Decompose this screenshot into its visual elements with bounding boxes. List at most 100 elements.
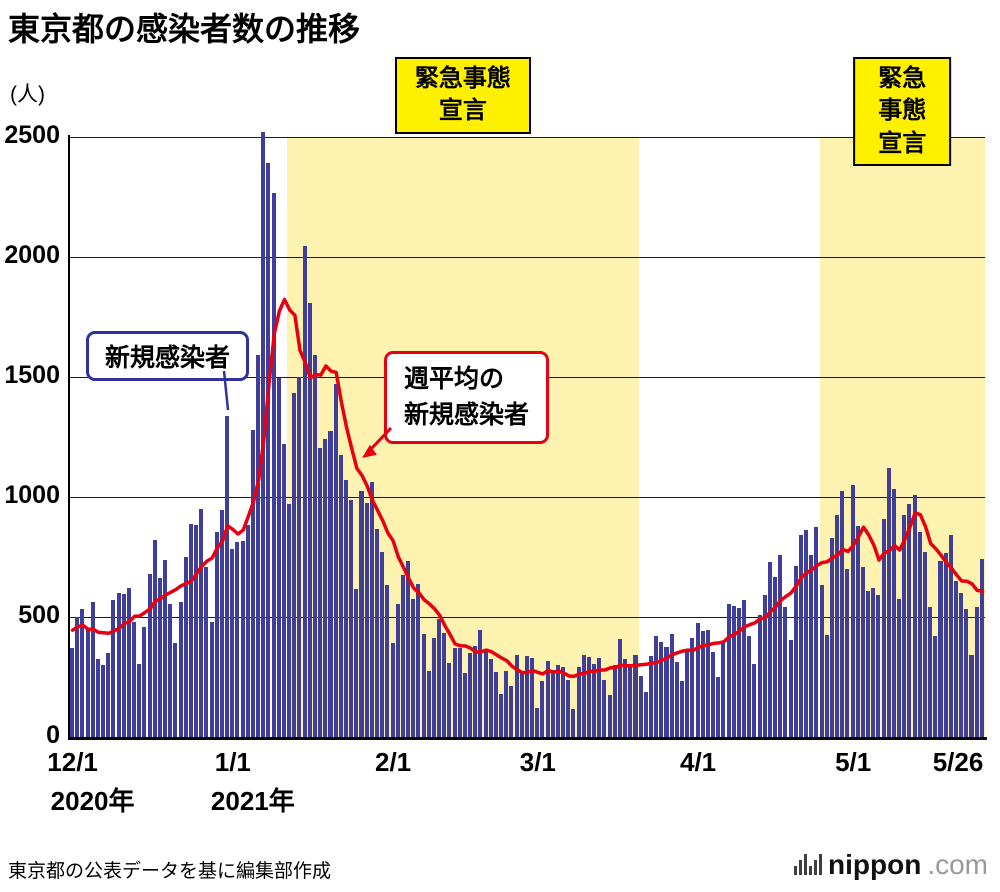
daily-cases-bar <box>566 680 571 737</box>
daily-cases-bar <box>121 594 126 737</box>
x-axis-tick-label: 5/26 <box>932 747 984 777</box>
gridline <box>70 137 985 138</box>
gridline <box>70 617 985 618</box>
daily-cases-bar <box>726 603 731 737</box>
daily-cases-bar <box>152 539 157 737</box>
x-axis-tick-label: 1/1 <box>214 747 251 777</box>
daily-cases-bar <box>778 554 783 737</box>
daily-cases-bar <box>323 439 328 737</box>
daily-cases-bar <box>488 658 493 737</box>
daily-cases-bar <box>592 664 597 737</box>
daily-cases-bar <box>194 524 199 737</box>
daily-cases-bar <box>312 354 317 737</box>
daily-cases-bar <box>416 583 421 737</box>
daily-cases-bar <box>886 467 891 737</box>
daily-cases-bar <box>612 665 617 737</box>
daily-cases-bar <box>235 541 240 737</box>
daily-cases-bar <box>576 667 581 737</box>
daily-cases-bar <box>804 530 809 737</box>
daily-cases-bar <box>757 614 762 737</box>
y-axis-tick-label: 2000 <box>4 241 60 269</box>
plot-area <box>70 132 985 737</box>
daily-cases-bar <box>581 655 586 737</box>
daily-cases-bar <box>814 526 819 737</box>
daily-cases-bar <box>132 621 137 737</box>
daily-cases-bar <box>798 534 803 737</box>
daily-cases-bar <box>514 655 519 737</box>
daily-cases-bar <box>509 685 514 737</box>
x-axis-tick-label: 3/1 <box>519 747 556 777</box>
x-axis-line <box>68 737 987 740</box>
daily-cases-bar <box>809 554 814 737</box>
y-axis-tick-label: 2500 <box>4 121 60 149</box>
daily-cases-bar <box>519 672 524 737</box>
daily-cases-bar <box>101 665 106 737</box>
daily-cases-bar <box>881 519 886 737</box>
daily-cases-bar <box>674 661 679 737</box>
daily-cases-bar <box>354 588 359 737</box>
daily-cases-bar <box>478 630 483 737</box>
daily-cases-bar <box>716 677 721 737</box>
daily-cases-bar <box>845 569 850 737</box>
daily-cases-bar <box>359 490 364 737</box>
daily-cases-bar <box>462 673 467 737</box>
daily-cases-bar <box>711 651 716 737</box>
daily-cases-bar <box>163 560 168 737</box>
daily-cases-bar <box>307 302 312 737</box>
daily-cases-bar <box>835 515 840 737</box>
daily-cases-bar <box>530 658 535 737</box>
daily-cases-bar <box>142 626 147 737</box>
daily-cases-bar <box>431 638 436 737</box>
daily-cases-bar <box>199 509 204 737</box>
daily-cases-bar <box>819 584 824 737</box>
daily-cases-bar <box>933 636 938 737</box>
weekly-average-line <box>70 297 985 679</box>
daily-cases-bar <box>437 619 442 737</box>
daily-cases-bar <box>90 602 95 737</box>
page-title: 東京都の感染者数の推移 <box>8 11 361 47</box>
daily-cases-bar <box>338 455 343 737</box>
daily-cases-bar <box>891 489 896 737</box>
daily-cases-bar <box>773 576 778 737</box>
daily-cases-bar <box>788 639 793 737</box>
daily-cases-bar <box>555 664 560 737</box>
annotation-daily-cases: 新規感染者 <box>86 331 250 381</box>
nippon-logo: nippon .com <box>794 849 988 881</box>
source-note: 東京都の公表データを基に編集部作成 <box>8 861 332 882</box>
daily-cases-bar <box>855 526 860 737</box>
daily-cases-bar <box>633 654 638 737</box>
daily-cases-bar <box>876 595 881 737</box>
daily-cases-bar <box>411 598 416 737</box>
daily-cases-bar <box>318 448 323 737</box>
x-axis-year-label: 2020年 <box>50 786 135 816</box>
daily-cases-bar <box>659 642 664 737</box>
daily-cases-bar <box>297 376 302 737</box>
daily-cases-bar <box>111 599 116 737</box>
daily-cases-bar <box>499 694 504 737</box>
daily-cases-bar <box>281 444 286 737</box>
daily-cases-bar <box>452 648 457 737</box>
y-axis-unit-label: (人) <box>10 83 45 106</box>
gridline <box>70 257 985 258</box>
daily-cases-bar <box>700 631 705 737</box>
daily-cases-bar <box>400 574 405 737</box>
daily-cases-bar <box>654 636 659 737</box>
daily-cases-bar <box>623 659 628 737</box>
daily-cases-bar <box>917 532 922 737</box>
daily-cases-bar <box>395 603 400 737</box>
emergency-band-label: 緊急事態 宣言 <box>853 57 952 167</box>
daily-cases-bar <box>752 663 757 737</box>
daily-cases-bar <box>524 656 529 737</box>
daily-cases-bar <box>747 635 752 737</box>
daily-cases-bar <box>287 504 292 737</box>
daily-cases-bar <box>602 679 607 737</box>
daily-cases-bar <box>219 510 224 737</box>
daily-cases-bar <box>897 599 902 737</box>
daily-cases-bar <box>638 675 643 737</box>
daily-cases-bar <box>545 661 550 737</box>
daily-cases-bar <box>943 553 948 737</box>
daily-cases-bar <box>974 606 979 737</box>
daily-cases-bar <box>276 378 281 737</box>
daily-cases-bar <box>225 416 230 737</box>
daily-cases-bar <box>442 632 447 737</box>
